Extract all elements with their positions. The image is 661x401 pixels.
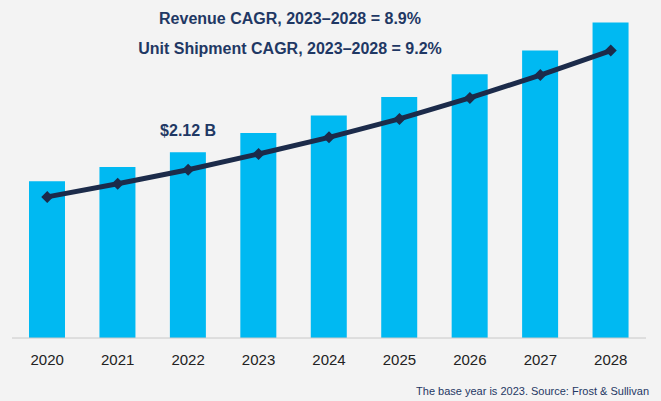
svg-text:2022: 2022 bbox=[171, 351, 204, 368]
svg-text:2023: 2023 bbox=[242, 351, 275, 368]
html-text:Revenue CAGR, 2023–2028 = 8.9%: Revenue CAGR, 2023–2028 = 8.9% bbox=[159, 10, 421, 27]
html-text:Unit Shipment CAGR, 2023–2028: Unit Shipment CAGR, 2023–2028 = 9.2% bbox=[138, 40, 442, 57]
svg-text:2021: 2021 bbox=[101, 351, 134, 368]
svg-text:2027: 2027 bbox=[524, 351, 557, 368]
svg-text:$2.12 B: $2.12 B bbox=[160, 122, 216, 139]
html-text:The base year is 2023. Source:: The base year is 2023. Source: Frost & S… bbox=[416, 385, 649, 397]
svg-text:2020: 2020 bbox=[31, 351, 64, 368]
svg-text:2028: 2028 bbox=[594, 351, 627, 368]
svg-text:2025: 2025 bbox=[383, 351, 416, 368]
svg-text:2024: 2024 bbox=[312, 351, 345, 368]
svg-text:2026: 2026 bbox=[453, 351, 486, 368]
